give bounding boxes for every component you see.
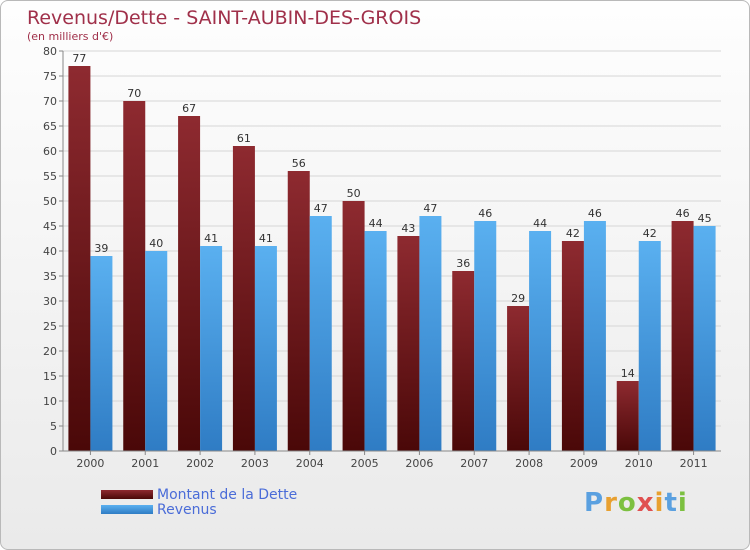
data-label: 61 (237, 132, 251, 145)
logo-letter: r (604, 488, 618, 518)
data-label: 41 (204, 232, 218, 245)
bar-revenus (364, 231, 387, 451)
bar-dette (452, 271, 475, 451)
y-tick-label: 80 (43, 45, 57, 58)
data-label: 44 (533, 217, 547, 230)
chart-subtitle: (en milliers d'€) (27, 30, 114, 43)
y-tick-label: 5 (50, 420, 57, 433)
bar-revenus (90, 256, 113, 451)
data-label: 70 (127, 87, 141, 100)
bar-dette (123, 101, 146, 451)
bar-dette (178, 116, 201, 451)
bar-dette (507, 306, 530, 451)
logo-letter: t (664, 488, 678, 518)
bar-dette (397, 236, 420, 451)
bar-revenus (309, 216, 332, 451)
data-label: 43 (401, 222, 415, 235)
y-tick-label: 45 (43, 220, 57, 233)
logo-letter: P (584, 488, 605, 518)
x-tick-label: 2008 (515, 457, 543, 470)
data-label: 40 (149, 237, 163, 250)
legend-swatch-debt (101, 490, 153, 499)
legend-label-debt: Montant de la Dette (157, 487, 298, 503)
logo-letter: o (617, 488, 637, 518)
bar-dette (232, 146, 255, 451)
data-label: 77 (72, 52, 86, 65)
logo-letter: i (677, 488, 688, 518)
x-tick-label: 2000 (76, 457, 104, 470)
y-tick-label: 50 (43, 195, 57, 208)
data-label: 67 (182, 102, 196, 115)
bar-revenus (693, 226, 716, 451)
data-label: 39 (94, 242, 108, 255)
y-tick-label: 70 (43, 95, 57, 108)
data-label: 29 (511, 292, 525, 305)
x-tick-label: 2005 (351, 457, 379, 470)
bar-dette (671, 221, 694, 451)
x-tick-label: 2001 (131, 457, 159, 470)
data-label: 42 (643, 227, 657, 240)
legend-label-revenus: Revenus (157, 502, 217, 518)
bar-revenus (638, 241, 661, 451)
y-tick-label: 30 (43, 295, 57, 308)
legend-swatch-revenus (101, 505, 153, 514)
y-tick-label: 20 (43, 345, 57, 358)
bar-revenus (254, 246, 277, 451)
x-tick-label: 2002 (186, 457, 214, 470)
y-tick-label: 65 (43, 120, 57, 133)
bar-revenus (474, 221, 497, 451)
bar-dette (342, 201, 365, 451)
x-tick-label: 2010 (625, 457, 653, 470)
bar-revenus (145, 251, 168, 451)
x-tick-label: 2007 (460, 457, 488, 470)
x-tick-label: 2004 (296, 457, 324, 470)
bar-revenus (200, 246, 223, 451)
y-tick-label: 55 (43, 170, 57, 183)
data-label: 46 (588, 207, 602, 220)
data-label: 45 (698, 212, 712, 225)
y-tick-label: 10 (43, 395, 57, 408)
data-label: 50 (347, 187, 361, 200)
y-tick-label: 25 (43, 320, 57, 333)
data-label: 41 (259, 232, 273, 245)
data-label: 36 (456, 257, 470, 270)
data-label: 14 (621, 367, 635, 380)
y-tick-label: 60 (43, 145, 57, 158)
logo-letter: i (654, 488, 665, 518)
x-tick-label: 2009 (570, 457, 598, 470)
data-label: 46 (478, 207, 492, 220)
y-tick-label: 15 (43, 370, 57, 383)
y-tick-label: 0 (50, 445, 57, 458)
logo-letter: x (636, 488, 655, 518)
chart-title: Revenus/Dette - SAINT-AUBIN-DES-GROIS (27, 7, 422, 29)
bar-dette (68, 66, 91, 451)
data-label: 47 (423, 202, 437, 215)
data-label: 47 (314, 202, 328, 215)
bar-revenus (583, 221, 606, 451)
x-tick-label: 2006 (405, 457, 433, 470)
proxiti-logo: Proxiti (584, 488, 688, 518)
bar-dette (561, 241, 584, 451)
data-label: 46 (676, 207, 690, 220)
bar-revenus (529, 231, 552, 451)
x-tick-label: 2011 (680, 457, 708, 470)
bar-dette (616, 381, 639, 451)
data-label: 42 (566, 227, 580, 240)
data-label: 56 (292, 157, 306, 170)
bar-revenus (419, 216, 442, 451)
y-tick-label: 40 (43, 245, 57, 258)
y-tick-label: 75 (43, 70, 57, 83)
bar-dette (287, 171, 310, 451)
y-tick-label: 35 (43, 270, 57, 283)
x-tick-label: 2003 (241, 457, 269, 470)
data-label: 44 (369, 217, 383, 230)
